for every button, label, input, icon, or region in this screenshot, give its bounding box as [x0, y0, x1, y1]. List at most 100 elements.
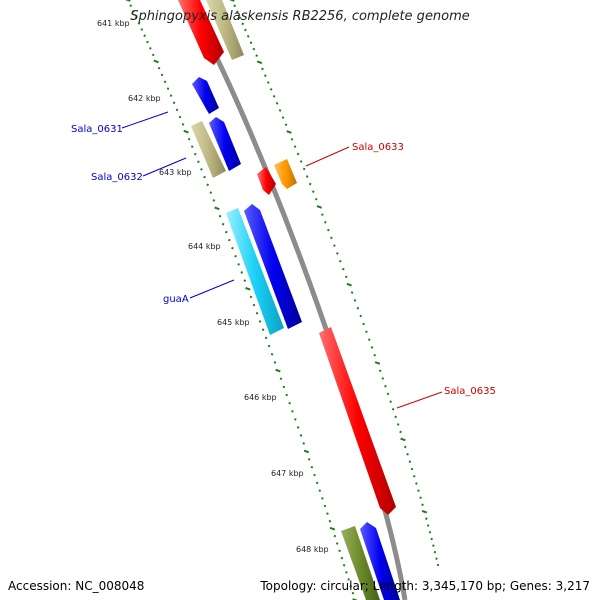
inner-tick — [160, 73, 164, 77]
outer-tick — [284, 123, 288, 127]
outer-tick — [346, 282, 352, 287]
inner-tick — [183, 129, 189, 134]
outer-tick — [241, 22, 244, 26]
inner-tick — [178, 115, 182, 119]
inner-tick — [303, 449, 310, 454]
outer-tick — [350, 291, 354, 294]
inner-tick — [313, 473, 316, 477]
outer-tick — [278, 109, 282, 112]
outer-tick — [336, 252, 339, 255]
outer-tick — [394, 415, 397, 419]
outer-tick — [339, 259, 342, 263]
inner-tick — [323, 504, 327, 508]
outer-tick — [281, 116, 285, 119]
outer-tick — [400, 437, 406, 442]
inner-tick — [146, 40, 149, 44]
inner-tick — [172, 101, 176, 105]
inner-tick — [237, 263, 240, 266]
inner-tick — [228, 238, 231, 242]
outer-tick — [433, 550, 437, 554]
tick-label: 641 kbp — [97, 19, 130, 28]
outer-tick-ring — [229, 0, 440, 567]
gene-labels: Sala_0631 Sala_0632 Sala_0633 guaA Sala_… — [71, 111, 496, 409]
outer-tick — [290, 138, 294, 141]
inner-tick — [224, 230, 228, 234]
inner-tick — [181, 123, 185, 126]
outer-tick — [410, 467, 414, 471]
outer-tick — [238, 16, 242, 20]
inner-tick — [275, 368, 281, 373]
gene-sala-0633-arrow[interactable] — [257, 167, 276, 195]
outer-tick — [315, 197, 318, 201]
inner-tick — [282, 385, 286, 389]
genome-summary-text: Topology: circular; Length: 3,345,170 bp… — [260, 579, 590, 593]
inner-tick — [294, 418, 297, 421]
outer-tick — [229, 0, 235, 2]
inner-tick-ring — [125, 0, 358, 600]
gene-sala-0632-arrow[interactable] — [191, 121, 226, 178]
inner-tick — [291, 410, 294, 413]
tick-label: 646 kbp — [244, 393, 277, 402]
tick-label: 648 kbp — [296, 545, 329, 554]
gene-olive-bottom[interactable] — [341, 526, 380, 600]
outer-tick — [296, 152, 300, 156]
outer-tick — [344, 275, 348, 279]
inner-tick — [270, 352, 274, 356]
inner-tick — [307, 458, 311, 461]
gene-orange-arrow[interactable] — [274, 159, 297, 189]
inner-tick — [267, 344, 271, 348]
tick-label: 642 kbp — [128, 94, 161, 103]
gene-sala-0631-arrow[interactable] — [192, 77, 219, 114]
inner-tick — [169, 94, 173, 97]
outer-tick — [367, 338, 371, 341]
map-title: Sphingopyxis alaskensis RB2256, complete… — [130, 9, 470, 24]
inner-tick — [214, 206, 220, 211]
inner-tick — [132, 10, 135, 13]
outer-tick — [302, 167, 306, 171]
gene-blue-arrow-3[interactable] — [244, 204, 302, 329]
gene-guaa-arrow[interactable] — [226, 208, 284, 335]
gene-arrow-red-top[interactable] — [178, 0, 224, 65]
inner-tick — [125, 0, 131, 2]
inner-tick — [340, 556, 344, 560]
label-sala-0633[interactable]: Sala_0633 — [352, 142, 404, 153]
label-guaa[interactable]: guaA — [163, 294, 189, 305]
genome-backbone — [184, 0, 408, 600]
inner-tick — [143, 34, 146, 37]
outer-tick — [255, 54, 258, 57]
tick-label: 645 kbp — [217, 318, 250, 327]
outer-tick — [286, 130, 292, 134]
outer-tick — [389, 400, 392, 403]
inner-tick — [252, 303, 256, 307]
inner-tick — [221, 222, 225, 226]
outer-tick — [370, 346, 374, 349]
inner-tick — [200, 168, 203, 171]
inner-tick — [264, 336, 268, 340]
inner-tick — [347, 578, 350, 581]
label-sala-0635[interactable]: Sala_0635 — [444, 386, 496, 397]
gene-blue-arrow-2[interactable] — [209, 117, 241, 171]
gene-blue-bottom[interactable] — [360, 522, 400, 600]
inner-tick — [243, 279, 247, 282]
outer-tick — [275, 102, 279, 105]
tick-label: 644 kbp — [188, 242, 221, 251]
gene-arrow-khaki-top[interactable] — [206, 0, 244, 60]
accession-text: Accession: NC_008048 — [8, 579, 145, 593]
outer-tick — [417, 489, 420, 492]
outer-tick — [246, 35, 250, 38]
tick-label: 643 kbp — [159, 168, 192, 177]
inner-tick — [273, 361, 277, 364]
outer-tick — [391, 407, 395, 411]
outer-tick — [381, 377, 385, 380]
outer-tick — [233, 4, 236, 8]
label-sala-0632[interactable]: Sala_0632 — [91, 172, 143, 183]
outer-tick — [316, 205, 323, 209]
inner-tick — [209, 191, 213, 194]
outer-tick — [299, 160, 303, 163]
label-sala-0631[interactable]: Sala_0631 — [71, 124, 123, 135]
inner-tick — [288, 401, 291, 405]
inner-tick — [203, 175, 206, 179]
outer-tick — [365, 330, 368, 334]
inner-tick — [190, 145, 194, 148]
gene-sala-0635-arrow[interactable] — [319, 327, 396, 515]
